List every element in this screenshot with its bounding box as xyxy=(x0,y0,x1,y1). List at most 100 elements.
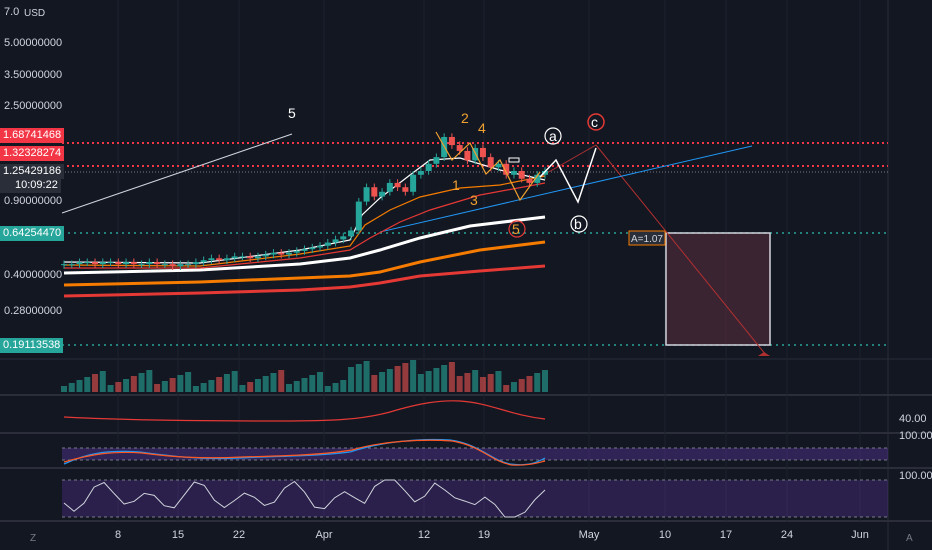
rsi-band xyxy=(62,480,888,517)
volume-bar xyxy=(348,367,355,392)
volume-bar xyxy=(417,374,424,392)
volume-bar xyxy=(379,372,386,392)
candle-body xyxy=(254,256,261,259)
candle-body xyxy=(278,252,285,255)
wave-5-circle xyxy=(508,220,526,238)
volume-bar xyxy=(130,376,137,392)
volume-bar xyxy=(231,371,238,392)
candle-body xyxy=(216,258,223,261)
candle-body xyxy=(115,262,122,265)
candle-body xyxy=(76,262,83,265)
a-label: A xyxy=(906,533,913,544)
top-tick: 7.0 xyxy=(4,6,20,18)
candle-body xyxy=(371,187,378,197)
volume-bar xyxy=(138,373,145,392)
y-tick-2-5: 2.50000000 xyxy=(4,100,63,112)
volume-bar xyxy=(192,386,199,392)
last-price-label: 1.25429186 xyxy=(0,164,65,179)
target-marker xyxy=(758,352,770,356)
wave-label-3: 3 xyxy=(470,192,478,208)
candle-body xyxy=(61,264,67,266)
annotation-marker xyxy=(508,157,520,163)
trendline-white[interactable] xyxy=(61,133,293,214)
price-label-2: 1.32328274 xyxy=(0,146,65,161)
candle-body xyxy=(262,254,269,257)
volume-bar xyxy=(456,376,463,392)
volume-bar xyxy=(177,375,184,392)
candle-body xyxy=(495,163,502,168)
wave-label-primary-5: 5 xyxy=(288,105,296,121)
volume-bar xyxy=(394,366,401,392)
candle-body xyxy=(285,252,292,255)
candle-body xyxy=(448,136,455,146)
volume-bar xyxy=(262,376,269,392)
candle-body xyxy=(231,256,238,259)
candle-body xyxy=(146,262,153,265)
y-tick-0-9: 0.90000000 xyxy=(4,195,63,207)
volume-bar xyxy=(84,377,91,392)
candle-body xyxy=(363,187,370,202)
candle-body xyxy=(177,264,184,267)
x-tick-12: 12 xyxy=(417,529,431,541)
x-tick-10: 10 xyxy=(658,529,672,541)
candle-body xyxy=(503,163,510,175)
wave-label-c: c xyxy=(591,114,598,130)
volume-bar xyxy=(123,379,130,392)
candle-body xyxy=(433,157,440,164)
candle-body xyxy=(379,191,386,197)
rsi-line xyxy=(63,479,546,518)
stoch-band xyxy=(62,448,888,460)
indicator-tick-2: 100.00 xyxy=(899,430,932,442)
candle-body xyxy=(479,147,486,158)
volume-bar xyxy=(285,384,292,392)
volume-bar xyxy=(76,380,83,392)
measure-label: A=1.07 xyxy=(631,234,663,245)
x-tick-24: 24 xyxy=(780,529,794,541)
candle-body xyxy=(348,230,355,237)
volume-bar xyxy=(161,381,168,392)
candle-body xyxy=(355,201,362,231)
volume-bar xyxy=(208,380,215,392)
measure-label-box xyxy=(628,230,666,246)
volume-bar xyxy=(479,377,486,392)
x-tick-apr: Apr xyxy=(315,529,333,541)
indicator-tick-3: 100.00 xyxy=(899,470,932,482)
candle-body xyxy=(200,260,207,263)
candle-body xyxy=(518,170,525,179)
ma-red xyxy=(63,264,546,298)
target-box[interactable] xyxy=(665,232,771,346)
indicator-tick-1: 40.00 xyxy=(899,413,927,425)
volume-bar xyxy=(534,373,541,392)
x-tick-19: 19 xyxy=(477,529,491,541)
volume-bar xyxy=(169,378,176,392)
volume-bar xyxy=(92,374,99,392)
candle-body xyxy=(270,252,277,255)
ma-red-fast xyxy=(64,182,546,269)
wave-projection xyxy=(539,147,597,204)
volume-bar xyxy=(355,364,362,392)
currency-label: USD xyxy=(24,8,46,19)
x-tick-8: 8 xyxy=(114,529,122,541)
wave-b-circle xyxy=(570,215,588,233)
x-tick-15: 15 xyxy=(171,529,185,541)
candle-body xyxy=(410,174,417,192)
ma-orange xyxy=(63,240,546,287)
projection-line xyxy=(539,144,597,178)
wave-label-1: 1 xyxy=(452,177,460,193)
volume-bar xyxy=(472,370,479,392)
wave-a-circle xyxy=(544,127,562,145)
candle-body xyxy=(317,245,324,248)
volume-bar xyxy=(239,385,246,392)
volume-bar xyxy=(278,370,285,392)
trendline-blue[interactable] xyxy=(379,145,753,233)
volume-bar xyxy=(495,371,502,392)
candle-body xyxy=(542,170,548,175)
volume-bar xyxy=(518,379,525,392)
x-tick-may: May xyxy=(578,529,600,541)
candle-body xyxy=(247,256,254,259)
candle-body xyxy=(154,262,161,265)
wave-c-circle xyxy=(587,113,605,131)
volume-bar xyxy=(487,374,494,392)
x-tick-17: 17 xyxy=(719,529,733,541)
